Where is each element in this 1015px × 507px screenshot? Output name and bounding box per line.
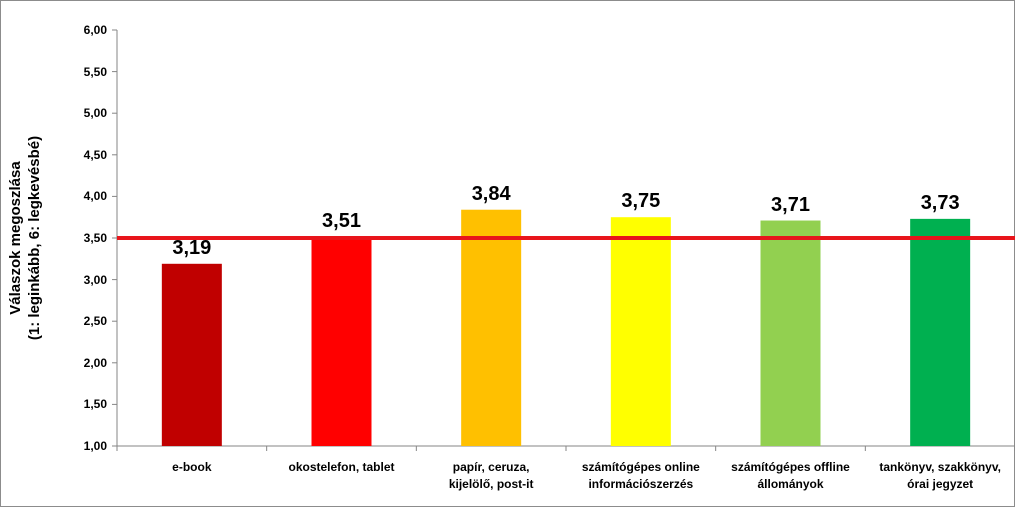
x-tick-label: számítógépes offline állományok — [731, 460, 850, 491]
bar — [760, 220, 821, 446]
bar — [311, 237, 372, 446]
y-tick-label: 2,50 — [83, 314, 107, 329]
value-label: 3,73 — [920, 191, 960, 214]
value-label: 3,51 — [322, 210, 361, 233]
y-tick-label: 2,00 — [83, 355, 107, 370]
bar — [161, 263, 222, 446]
y-tick-label: 6,00 — [83, 23, 107, 37]
y-axis-title: Válaszok megoszlása (1: leginkább, 6: le… — [7, 135, 43, 341]
y-tick-label: 4,50 — [83, 147, 107, 162]
y-tick-label: 4,00 — [83, 189, 107, 204]
x-tick-label: számítógépes online információszerzés — [581, 460, 700, 491]
value-label: 3,19 — [172, 236, 212, 259]
value-label: 3,75 — [621, 190, 661, 213]
y-tick-label: 1,50 — [83, 397, 107, 412]
y-tick-label: 5,50 — [83, 64, 107, 79]
bar — [910, 218, 971, 446]
y-tick-label: 3,50 — [83, 231, 107, 245]
y-tick-label: 3,00 — [83, 272, 107, 287]
x-tick-label: e-book — [172, 460, 212, 474]
value-label: 3,71 — [771, 193, 810, 216]
y-tick-label: 5,00 — [83, 106, 107, 121]
bar — [461, 209, 522, 446]
y-tick-label: 1,00 — [83, 439, 107, 453]
x-tick-label: papír, ceruza, kijelölő, post-it — [448, 460, 534, 491]
value-label: 3,84 — [471, 182, 511, 205]
x-tick-label: tankönyv, szakkönyv, órai jegyzet — [879, 460, 1001, 491]
x-tick-label: okostelefon, tablet — [288, 460, 395, 474]
bar — [610, 217, 671, 446]
